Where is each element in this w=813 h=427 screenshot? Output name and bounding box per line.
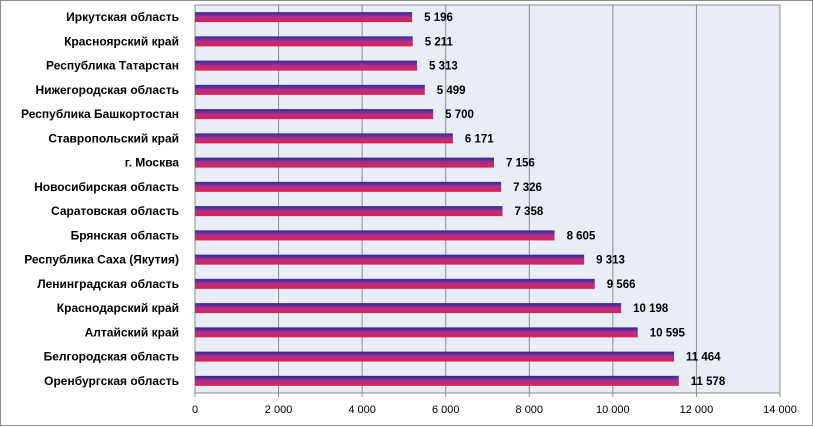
bar (195, 109, 434, 120)
category-label: Республика Татарстан (46, 59, 179, 73)
bar (195, 278, 595, 289)
category-label: Республика Саха (Якутия) (24, 253, 179, 267)
bar (195, 303, 622, 314)
category-label: Брянская область (71, 228, 179, 242)
x-tick-label: 10 000 (596, 404, 630, 416)
data-labels: 5 196 5 211 5 313 5 499 5 700 6 171 7 156 7 326… (424, 12, 726, 388)
data-label: 5 196 (424, 12, 453, 24)
data-label: 11 464 (686, 352, 721, 364)
x-tick-label: 14 000 (763, 404, 797, 416)
data-label: 11 578 (691, 376, 726, 388)
data-label: 9 313 (596, 255, 625, 267)
data-label: 8 605 (567, 230, 596, 242)
category-label: Нижегородская область (35, 83, 179, 97)
bar (195, 157, 495, 168)
category-label: Республика Башкортостан (21, 107, 179, 121)
data-label: 6 171 (465, 133, 494, 145)
bar (195, 60, 418, 71)
x-tick-label: 12 000 (680, 404, 714, 416)
category-label: Ленинградская область (37, 277, 179, 291)
bar (195, 133, 453, 144)
x-tick-label: 6 000 (432, 404, 460, 416)
data-label: 7 156 (506, 158, 535, 170)
x-axis-ticks: 0 2 000 4 000 6 000 8 000 10 000 12 000 14 000 (192, 393, 797, 416)
bar (195, 12, 413, 23)
x-tick-label: 8 000 (516, 404, 544, 416)
bar (195, 206, 503, 217)
bar (195, 181, 502, 192)
data-label: 10 595 (650, 327, 686, 339)
category-label: Ставропольский край (48, 131, 179, 145)
category-label: Оренбургская область (44, 374, 179, 388)
bar (195, 327, 638, 338)
category-label: Саратовская область (51, 204, 179, 218)
data-label: 10 198 (633, 303, 669, 315)
category-label: Иркутская область (66, 10, 179, 24)
x-tick-label: 2 000 (265, 404, 293, 416)
bar (195, 230, 555, 241)
category-labels: Иркутская область Красноярский край Респуб… (21, 10, 179, 388)
bar (195, 36, 413, 47)
category-label: Краснодарский край (57, 301, 179, 315)
data-label: 5 700 (445, 109, 474, 121)
bar (195, 375, 679, 386)
bar (195, 254, 585, 265)
data-label: 9 566 (607, 279, 636, 291)
category-label: Алтайский край (85, 325, 179, 339)
x-tick-label: 0 (192, 404, 198, 416)
data-label: 5 499 (437, 85, 466, 97)
data-label: 5 313 (429, 61, 458, 73)
x-tick-label: 4 000 (348, 404, 376, 416)
data-label: 7 326 (513, 182, 542, 194)
bar (195, 351, 675, 362)
category-label: г. Москва (125, 156, 180, 170)
bar (195, 84, 425, 95)
category-label: Красноярский край (64, 34, 179, 48)
category-label: Новосибирская область (34, 180, 179, 194)
data-label: 5 211 (425, 36, 454, 48)
bars (195, 12, 679, 386)
category-label: Белгородская область (44, 350, 179, 364)
data-label: 7 358 (514, 206, 543, 218)
